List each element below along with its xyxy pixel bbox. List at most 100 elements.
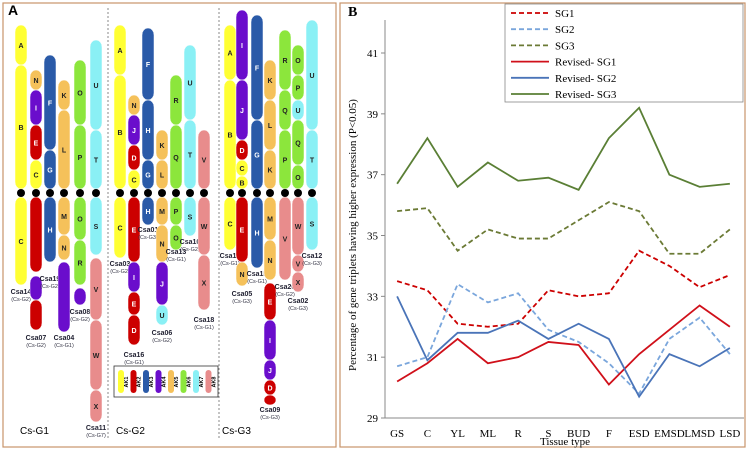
segment-label: L: [160, 173, 165, 180]
segment-label: B: [227, 133, 232, 140]
segment-label: D: [131, 328, 136, 335]
segment-label: F: [255, 66, 260, 73]
series-line: [396, 304, 731, 386]
segment-label: V: [94, 287, 99, 294]
segment-label: B: [117, 130, 122, 137]
centromere: [76, 189, 84, 197]
segment-label: A: [227, 51, 232, 58]
legend-label: AK1: [124, 376, 130, 387]
segment-label: S: [94, 224, 99, 231]
chromosome-subgroup: (Cs-G2): [70, 317, 90, 323]
legend-swatch: [155, 370, 162, 393]
segment-label: R: [282, 58, 287, 65]
legend-box: [504, 3, 744, 103]
legend-label: AK4: [162, 376, 168, 388]
segment-label: T: [94, 158, 99, 165]
segment: [29, 299, 43, 331]
segment-label: T: [188, 153, 193, 160]
centromere: [186, 189, 194, 197]
chromosome-subgroup: (Cs-G3): [138, 235, 158, 241]
segment-label: T: [310, 158, 315, 165]
y-tick-label: 37: [367, 170, 379, 182]
legend-swatch: [180, 370, 187, 393]
segment-label: F: [146, 62, 151, 69]
chromosome-subgroup: (Cs-G1): [166, 257, 186, 263]
legend-label: AK7: [199, 376, 205, 387]
legend-label: SG3: [555, 40, 575, 52]
centromere: [172, 189, 180, 197]
segment-label: N: [33, 78, 38, 85]
segment: [155, 304, 169, 326]
panel-letter: A: [8, 2, 18, 18]
segment-label: W: [93, 353, 100, 360]
chromosome-subgroup: (Cs-G2): [26, 343, 46, 349]
legend-swatch: [205, 370, 212, 393]
x-axis-title: Tissue type: [540, 436, 590, 448]
chromosome-name: Csa19: [40, 276, 61, 283]
chromosome-name: Csa12: [302, 253, 323, 260]
segment-label: J: [160, 282, 164, 289]
segment-label: P: [78, 155, 83, 162]
legend-swatch: [168, 370, 174, 393]
segment-label: C: [117, 226, 122, 233]
segment-label: P: [283, 158, 288, 165]
chromosome-name: Csa06: [152, 330, 173, 337]
segment-label: L: [62, 148, 67, 155]
segment-label: X: [296, 280, 301, 287]
centromere: [116, 189, 124, 197]
chromosome-subgroup: (Cs-G1): [194, 325, 214, 331]
legend-swatch: [118, 370, 124, 393]
series-line: [396, 282, 731, 396]
centromere: [46, 189, 54, 197]
segment: [263, 394, 277, 406]
segment-label: C: [33, 173, 38, 180]
x-tick-label: C: [424, 428, 431, 440]
segment-label: M: [61, 214, 67, 221]
segment-label: D: [239, 148, 244, 155]
y-tick-label: 35: [367, 231, 379, 243]
chromosome-name: Csa04: [54, 335, 75, 342]
centromere: [281, 189, 289, 197]
x-tick-label: F: [606, 428, 612, 440]
segment: [127, 314, 141, 346]
chromosome-subgroup: (Cs-G1): [247, 279, 267, 285]
segment: [89, 389, 103, 423]
legend-label: AK2: [137, 376, 143, 387]
segment: [169, 224, 183, 251]
segment-label: N: [239, 272, 244, 279]
chromosome-name: Csa10: [180, 239, 201, 246]
segment-label: D: [267, 386, 272, 393]
segment-label: X: [202, 281, 207, 288]
segment-label: X: [94, 404, 99, 411]
segment-label: H: [145, 209, 150, 216]
segment-label: P: [296, 86, 301, 93]
legend-label: AK8: [212, 376, 218, 387]
segment: [57, 261, 71, 333]
segment: [263, 239, 277, 281]
segment-label: E: [132, 302, 137, 309]
segment-label: L: [268, 123, 273, 130]
segment-label: K: [159, 143, 164, 150]
legend-swatch: [130, 370, 137, 393]
legend-label: AK6: [187, 376, 193, 387]
segment-label: P: [174, 209, 179, 216]
x-tick-label: LSD: [719, 428, 740, 440]
segment-label: F: [48, 101, 53, 108]
chromosome-name: Csa20: [275, 284, 296, 291]
centromere: [144, 189, 152, 197]
legend-swatch: [143, 370, 149, 393]
chromosome-name: Csa05: [232, 291, 253, 298]
segment-label: O: [295, 58, 301, 65]
segment-label: H: [47, 228, 52, 235]
segment-label: C: [227, 222, 232, 229]
centromere: [200, 189, 208, 197]
segment-label: A: [18, 43, 23, 50]
segment-label: Q: [173, 155, 179, 162]
series-line: [397, 201, 731, 255]
chromosome-name: Csa15: [247, 271, 268, 278]
chromosome-name: Csa13: [166, 249, 187, 256]
chromosome-name: Csa08: [70, 309, 91, 316]
x-tick-label: S: [545, 428, 551, 440]
